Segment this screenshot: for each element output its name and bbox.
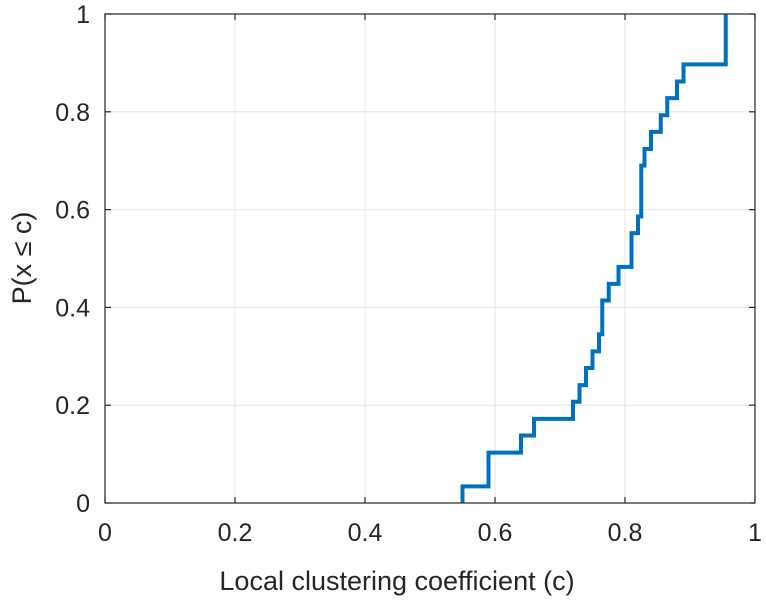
y-tick-label: 0.6	[55, 197, 90, 225]
x-axis-label: Local clustering coefficient (c)	[219, 566, 574, 596]
x-tick-label: 0.6	[478, 519, 513, 547]
x-tick-label: 0	[98, 519, 112, 547]
y-tick-label: 0.4	[55, 294, 90, 322]
x-tick-label: 0.8	[608, 519, 643, 547]
x-tick-label: 1	[748, 519, 762, 547]
y-tick-labels: 0 0.2 0.4 0.6 0.8 1	[55, 1, 90, 518]
x-tick-label: 0.4	[348, 519, 383, 547]
y-tick-label: 0.8	[55, 99, 90, 127]
cdf-line	[460, 14, 728, 503]
y-tick-label: 0.2	[55, 392, 90, 420]
y-tick-label: 0	[76, 490, 90, 518]
ticks	[104, 13, 756, 504]
plot-frame	[104, 13, 756, 504]
plot-background	[105, 14, 755, 503]
x-tick-labels: 0 0.2 0.4 0.6 0.8 1	[98, 519, 762, 547]
y-axis-label: P(x ≤ c)	[7, 212, 37, 305]
y-tick-label: 1	[76, 1, 90, 29]
x-tick-label: 0.2	[218, 519, 253, 547]
